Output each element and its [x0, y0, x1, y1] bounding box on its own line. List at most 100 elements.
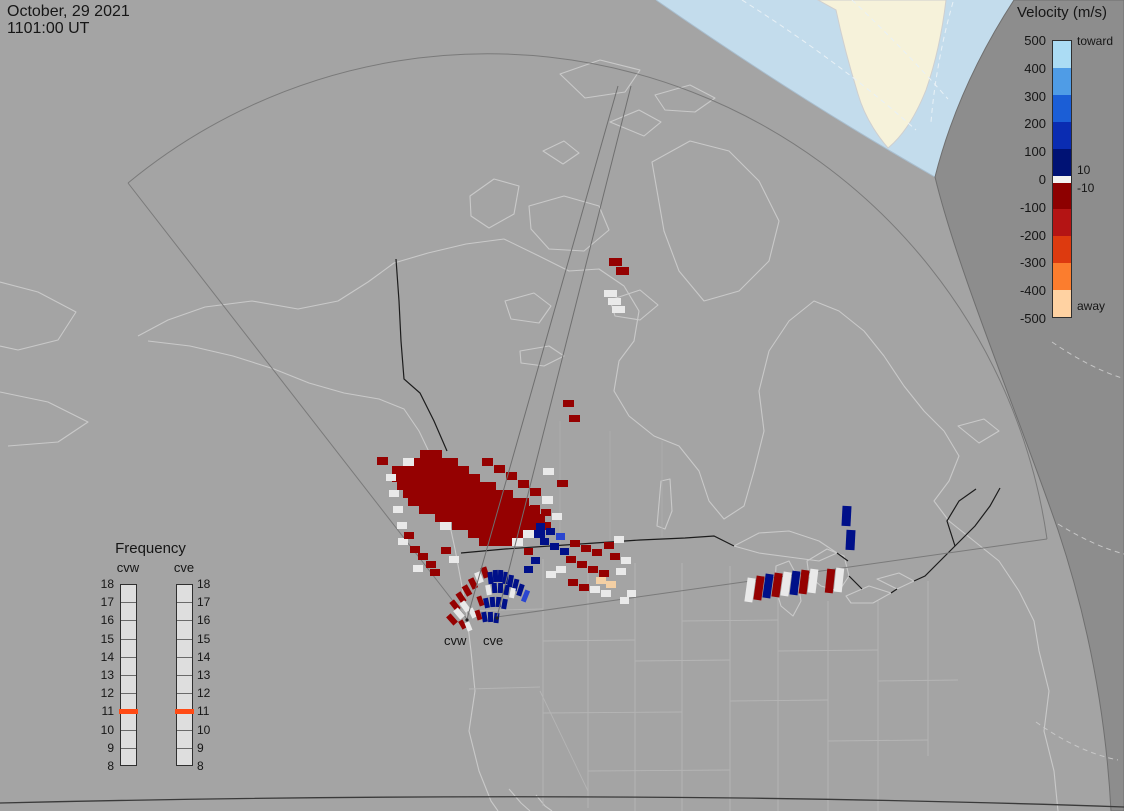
velocity-cell	[523, 530, 534, 538]
velocity-cell	[581, 545, 591, 552]
frequency-bar-segment-line	[121, 729, 136, 731]
map-bottom-edge	[0, 796, 1124, 808]
velocity-cell	[798, 569, 810, 595]
velocity-tick-100: 100	[1024, 144, 1046, 160]
frequency-tick-cve-13: 13	[197, 668, 211, 682]
velocity-cell	[389, 490, 399, 497]
velocity-cells-layer	[377, 258, 856, 632]
velocity-cell	[481, 611, 488, 623]
terminator-line	[655, 0, 936, 178]
velocity-cell	[435, 514, 446, 522]
time-label: 1101:00 UT	[7, 20, 90, 37]
us-canada-border-east	[836, 487, 1001, 594]
velocity-cell	[541, 509, 551, 516]
velocity-cell	[482, 458, 493, 466]
velocity-cell	[536, 523, 545, 530]
velocity-cell	[543, 468, 554, 475]
frequency-tick-cvw-18: 18	[100, 577, 114, 591]
velocity-cell	[452, 506, 463, 514]
velocity-cell	[479, 514, 490, 522]
frequency-tick-cve-10: 10	[197, 722, 211, 737]
velocity-cell	[620, 597, 629, 604]
velocity-cell	[563, 400, 574, 407]
velocity-tick--400: -400	[1019, 283, 1046, 299]
velocity-cell	[507, 498, 518, 506]
velocity-cell	[599, 570, 609, 577]
frequency-bar-segment-line	[121, 747, 136, 749]
velocity-cell	[441, 498, 452, 506]
velocity-cell	[560, 548, 569, 555]
radar-site-label-cvw: cvw	[444, 633, 467, 648]
velocity-legend-title: Velocity (m/s)	[1016, 4, 1107, 21]
velocity-cell	[534, 514, 545, 522]
frequency-tick-cvw-11: 11	[101, 704, 114, 719]
velocity-cell	[841, 505, 852, 527]
velocity-cell	[425, 474, 436, 482]
colorbar-band	[1053, 209, 1071, 237]
frequency-bar-segment-line	[121, 620, 136, 622]
frequency-tick-cve-11: 11	[197, 704, 210, 719]
velocity-cell	[491, 490, 502, 498]
velocity-tick-0: 0	[1038, 172, 1046, 187]
velocity-cell	[468, 530, 479, 538]
alaska-yukon-border	[395, 258, 448, 452]
maine-border	[946, 488, 977, 547]
velocity-cell	[414, 466, 425, 474]
velocity-cell	[463, 482, 474, 490]
velocity-cell	[425, 490, 436, 498]
velocity-cell	[590, 586, 600, 593]
velocity-cell	[419, 506, 430, 514]
velocity-cell	[377, 457, 388, 465]
velocity-cell	[614, 536, 624, 543]
velocity-cell	[414, 458, 425, 466]
velocity-cell	[512, 514, 523, 522]
frequency-column-cvw-label: cvw	[116, 560, 140, 575]
radar-site-cvw-marker	[465, 618, 469, 622]
velocity-cell	[550, 543, 559, 550]
velocity-cell	[430, 498, 441, 506]
velocity-cell	[534, 530, 545, 538]
velocity-cell	[490, 538, 501, 546]
velocity-cell	[496, 498, 507, 506]
frequency-tick-cve-18: 18	[197, 577, 211, 591]
hudson-bay-atlantic-coast	[503, 238, 1059, 811]
victoria-island	[528, 195, 610, 252]
baja-coast	[508, 788, 553, 811]
velocity-tick--100: -100	[1019, 199, 1046, 215]
velocity-cell	[468, 607, 477, 619]
frequency-tick-cve-12: 12	[197, 686, 211, 701]
velocity-cell	[616, 267, 629, 275]
velocity-cell	[516, 583, 525, 597]
velocity-tick-200: 200	[1024, 116, 1046, 132]
velocity-colorbar	[1052, 40, 1072, 318]
velocity-cell	[436, 474, 447, 482]
frequency-bar-segment-line	[177, 693, 192, 695]
away-label: away	[1077, 299, 1106, 313]
velocity-cell	[408, 482, 419, 490]
velocity-cell	[403, 458, 414, 466]
frequency-bar-segment-line	[177, 747, 192, 749]
velocity-cell	[501, 598, 508, 610]
lake-winnipeg	[656, 478, 673, 530]
frequency-bar-segment-line	[177, 656, 192, 658]
velocity-cell	[610, 553, 620, 560]
velocity-cell	[474, 522, 485, 530]
velocity-cell	[546, 571, 556, 578]
velocity-cell	[530, 505, 540, 512]
velocity-cell	[501, 538, 512, 546]
velocity-cell	[483, 597, 490, 609]
velocity-cell	[461, 584, 473, 597]
velocity-cell	[608, 298, 621, 305]
velocity-cell	[592, 549, 602, 556]
colorbar-band	[1053, 182, 1071, 210]
velocity-cell	[557, 480, 568, 487]
zero-lower-label: -10	[1077, 181, 1095, 195]
velocity-cell	[546, 528, 555, 535]
velocity-cell	[436, 466, 447, 474]
velocity-cell	[431, 450, 442, 458]
frequency-bar-segment-line	[177, 675, 192, 676]
velocity-cell	[447, 474, 458, 482]
newfoundland	[957, 418, 1000, 444]
off-globe-region	[934, 0, 1124, 811]
beam-line-cvw	[466, 85, 619, 620]
